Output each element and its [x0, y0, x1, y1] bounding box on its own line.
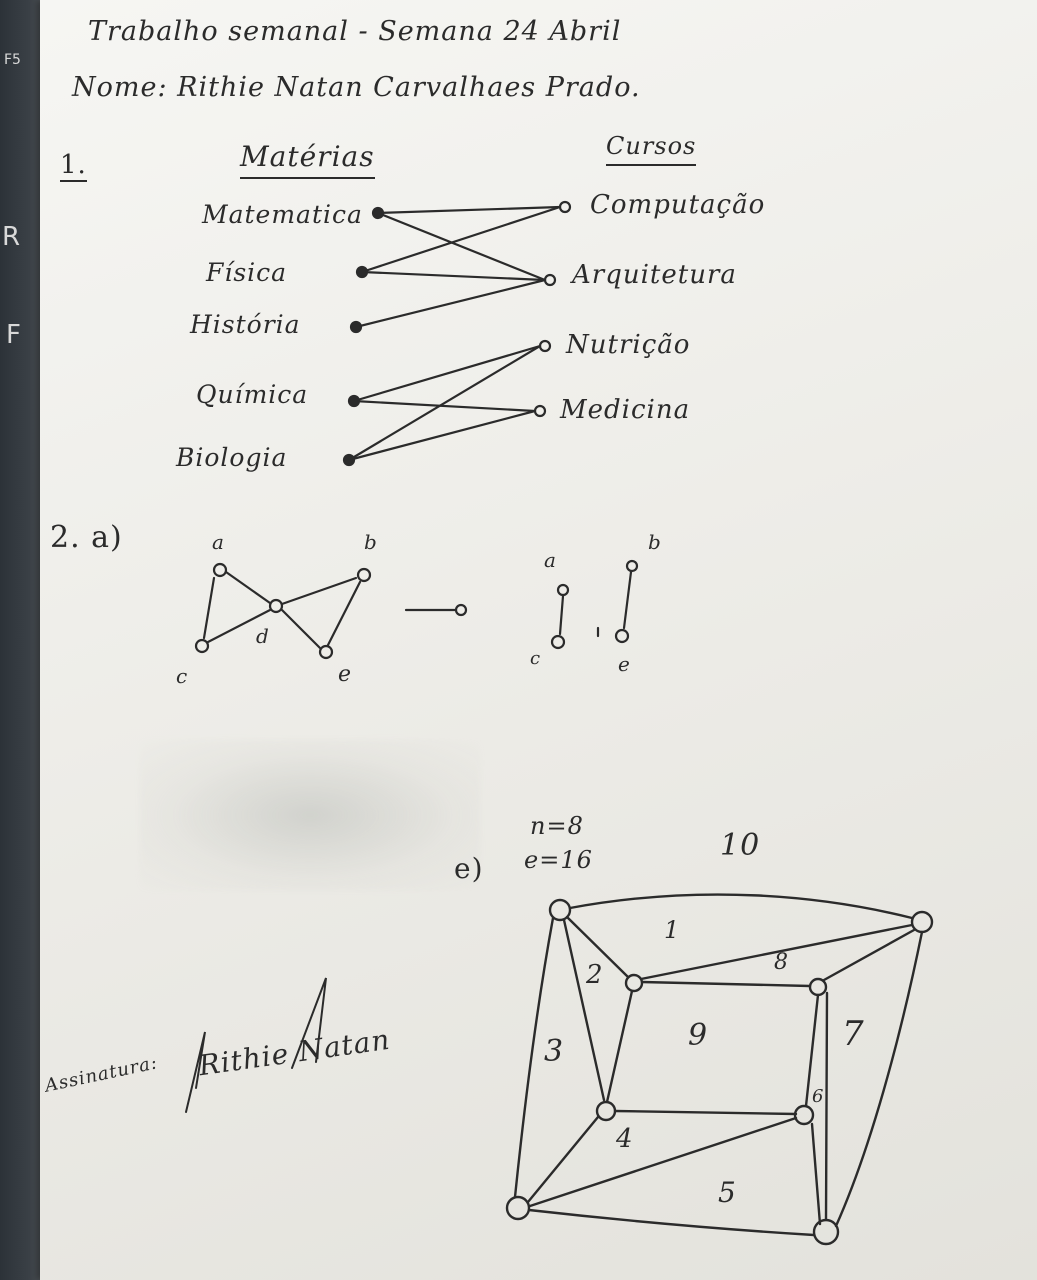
result-vertex-label-b: b: [648, 530, 662, 554]
courses-heading: Cursos: [606, 132, 697, 166]
vertex-arquitetura: [543, 273, 557, 287]
subject-fisica: Física: [206, 258, 288, 287]
region-label-3: 3: [544, 1034, 565, 1069]
vertex-label-c: c: [176, 664, 189, 688]
question-2e-label: e): [454, 852, 484, 885]
region-label-7: 7: [842, 1014, 865, 1054]
cube-vertex-1: [548, 898, 572, 922]
region-label-9: 9: [688, 1018, 709, 1053]
student-name: Nome: Rithie Natan Carvalhaes Prado.: [72, 72, 641, 103]
graph-2a-result: [550, 559, 639, 650]
edge-text-f5: F5: [4, 52, 21, 68]
region-label-8: 8: [774, 950, 789, 975]
erased-smudge: [140, 740, 480, 890]
subject-matematica: Matematica: [202, 200, 363, 229]
arrow-head: [454, 603, 468, 617]
edge-text-r: R: [2, 222, 21, 252]
matching-edges: [347, 205, 562, 462]
vertex-computacao: [558, 200, 572, 214]
vertex-label-d: d: [256, 624, 270, 648]
edge-matematica-computacao: [376, 205, 562, 215]
edge-historia-arquitetura: [354, 278, 547, 329]
cube-vertex-6: [793, 1104, 815, 1126]
edge-fisica-arquitetura: [360, 270, 547, 282]
result-vertex-label-c: c: [530, 648, 542, 669]
vertex-medicina: [533, 404, 547, 418]
course-computacao: Computação: [590, 190, 766, 220]
subjects-heading: Matérias: [240, 140, 375, 179]
cube-vertex-2: [910, 910, 934, 934]
graph-2e: [505, 893, 934, 1246]
edge-quimica-medicina: [352, 399, 537, 413]
subject-biologia: Biologia: [176, 443, 288, 472]
vertex-label-e: e: [338, 662, 353, 687]
vertex-nutricao: [538, 339, 552, 353]
vertex-b: [356, 567, 372, 583]
vertex-label-a: a: [212, 530, 225, 554]
question-1-number: 1.: [60, 150, 87, 182]
course-medicina: Medicina: [560, 395, 691, 425]
edge-text-f: F: [6, 320, 21, 350]
result-vertex-label-e: e: [618, 652, 631, 676]
region-label-5: 5: [718, 1176, 737, 1209]
subject-historia: História: [190, 310, 301, 339]
region-label-10: 10: [720, 828, 761, 863]
page-title: Trabalho semanal - Semana 24 Abril: [88, 16, 622, 47]
question-2a-label: 2. a): [50, 520, 123, 555]
region-label-4: 4: [616, 1124, 634, 1154]
vertex-label-b: b: [364, 530, 378, 554]
signature-scribble: [185, 977, 327, 1113]
subject-quimica: Química: [196, 380, 309, 409]
region-label-1: 1: [664, 916, 681, 944]
vertex-a: [212, 562, 228, 578]
cube-vertex-7: [505, 1195, 531, 1221]
region-label-6: 6: [812, 1086, 825, 1107]
vertex-count: n=8: [530, 812, 584, 840]
edge-biologia-medicina: [347, 409, 537, 462]
region-label-2: 2: [586, 960, 604, 990]
edge-fisica-computacao: [360, 205, 562, 274]
result-vertex-label-a: a: [544, 548, 557, 572]
edge-biologia-nutricao: [347, 344, 542, 462]
cube-vertex-5: [595, 1100, 617, 1122]
edge-quimica-nutricao: [352, 344, 542, 403]
vertex-biologia: [342, 453, 356, 467]
vertex-d: [268, 598, 284, 614]
vertex-historia: [349, 320, 363, 334]
cube-vertex-8: [812, 1218, 840, 1246]
course-arquitetura: Arquitetura: [572, 260, 737, 290]
vertex-quimica: [347, 394, 361, 408]
vertex-matematica: [371, 206, 385, 220]
edge-count: e=16: [524, 846, 593, 874]
cube-vertex-4: [808, 977, 828, 997]
vertex-e: [318, 644, 334, 660]
edge-matematica-arquitetura: [376, 211, 547, 282]
vertex-fisica: [355, 265, 369, 279]
course-nutricao: Nutrição: [566, 330, 691, 360]
vertex-c: [194, 638, 210, 654]
graph-2a: [194, 562, 372, 660]
